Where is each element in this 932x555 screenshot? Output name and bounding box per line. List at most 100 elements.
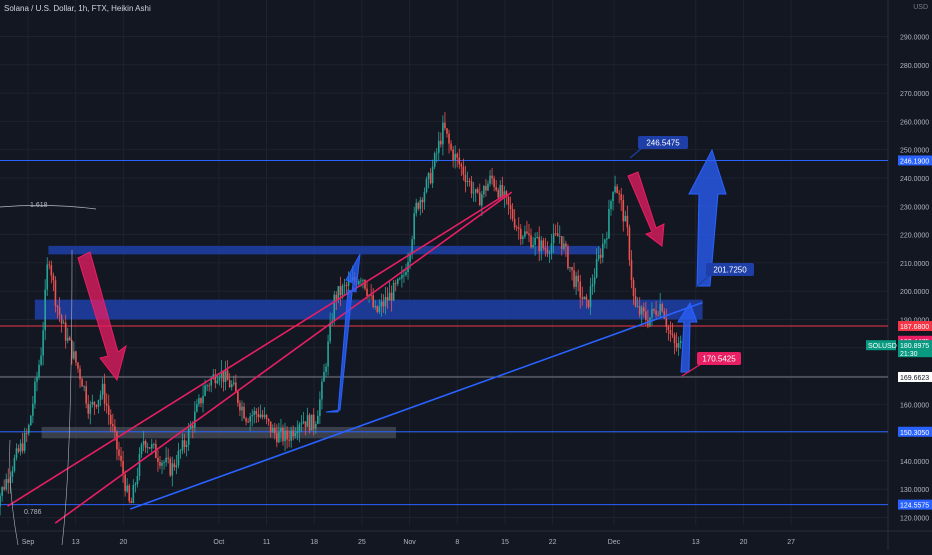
candle-body	[435, 152, 438, 154]
candle-body	[327, 341, 329, 367]
candle-body	[157, 457, 159, 463]
candle-body	[466, 180, 469, 182]
candle-body	[140, 444, 143, 454]
callout-box	[706, 263, 754, 276]
candle-body	[665, 318, 668, 328]
candle-body	[75, 351, 77, 363]
candle-body	[107, 405, 110, 415]
candle-body	[667, 327, 670, 330]
candle-body	[628, 227, 631, 261]
candle-body	[673, 335, 676, 344]
candle-body	[103, 383, 106, 404]
candle-body	[655, 310, 657, 315]
candle-body	[77, 362, 79, 369]
candle-body	[280, 427, 282, 432]
current-price-label: 180.8975	[900, 343, 929, 350]
candle-body	[606, 238, 608, 240]
candle-body	[52, 275, 55, 281]
price-line-tag	[898, 426, 932, 437]
candle-body	[645, 311, 647, 320]
candle-body	[550, 243, 553, 254]
candle-body	[148, 447, 151, 449]
candle-body	[38, 364, 40, 377]
time-tick-label: 20	[740, 539, 748, 546]
candle-body	[216, 380, 219, 384]
candle-body	[204, 385, 206, 396]
candle-body	[214, 374, 217, 384]
candle-body	[569, 267, 571, 269]
candle-body	[304, 421, 307, 427]
candle-body	[362, 279, 364, 281]
candle-body	[273, 427, 276, 434]
candle-body	[614, 186, 616, 192]
candle-body	[142, 441, 145, 445]
candle-body	[321, 381, 323, 400]
candle-body	[493, 178, 495, 188]
candle-body	[358, 281, 360, 285]
candle-body	[630, 260, 633, 281]
candle-body	[419, 199, 422, 209]
candle-body	[425, 178, 428, 193]
candle-body	[546, 249, 549, 254]
callout-box	[638, 136, 688, 149]
candle-body	[464, 174, 467, 182]
price-tick-label: 220.0000	[900, 233, 929, 240]
candle-body	[653, 308, 655, 311]
candle-body	[185, 445, 188, 447]
candle-body	[540, 240, 543, 252]
candle-body	[251, 415, 254, 417]
candle-body	[120, 455, 122, 461]
candle-body	[597, 254, 600, 260]
candle-body	[93, 401, 96, 406]
candle-body	[294, 433, 297, 437]
candle-body	[585, 296, 588, 300]
candle-body	[509, 204, 512, 210]
candle-body	[208, 385, 210, 387]
candle-body	[458, 157, 461, 165]
candle-body	[296, 431, 299, 434]
candle-body	[536, 236, 538, 239]
candle-body	[237, 391, 239, 404]
candle-body	[556, 233, 559, 237]
candle-body	[109, 414, 112, 425]
price-tick-label: 290.0000	[900, 35, 929, 42]
candle-body	[144, 441, 147, 448]
price-line-tag	[898, 499, 932, 510]
symbol-tag-label: SOLUSD	[868, 343, 897, 350]
candle-body	[36, 376, 38, 382]
candle-body	[454, 153, 456, 161]
candle-body	[40, 355, 42, 365]
candle-body	[552, 233, 555, 244]
candle-body	[261, 414, 264, 417]
candle-body	[224, 370, 227, 382]
candle-body	[421, 199, 424, 203]
candle-body	[347, 280, 350, 286]
candle-body	[15, 448, 18, 458]
candle-body	[249, 416, 251, 422]
callout-label: 201.7250	[713, 266, 747, 275]
candle-body	[11, 470, 14, 477]
candle-body	[593, 277, 596, 285]
price-tick-label: 280.0000	[900, 63, 929, 70]
candle-body	[276, 433, 278, 443]
price-tick-label: 130.0000	[900, 487, 929, 494]
currency-label[interactable]: USD	[913, 4, 928, 11]
callout-pointer	[695, 274, 711, 288]
candle-body	[312, 414, 315, 429]
red-arrow-down-left	[77, 251, 127, 382]
candle-body	[481, 194, 483, 206]
candle-body	[308, 415, 311, 431]
candle-body	[474, 189, 477, 193]
candle-body	[612, 191, 614, 202]
candle-body	[511, 209, 514, 219]
candle-body	[34, 381, 36, 404]
candle-body	[634, 296, 637, 307]
candle-body	[384, 297, 387, 307]
support-zone	[41, 426, 396, 439]
candle-body	[159, 462, 161, 466]
candle-body	[284, 430, 286, 442]
candle-body	[366, 288, 368, 297]
candle-body	[519, 228, 522, 240]
